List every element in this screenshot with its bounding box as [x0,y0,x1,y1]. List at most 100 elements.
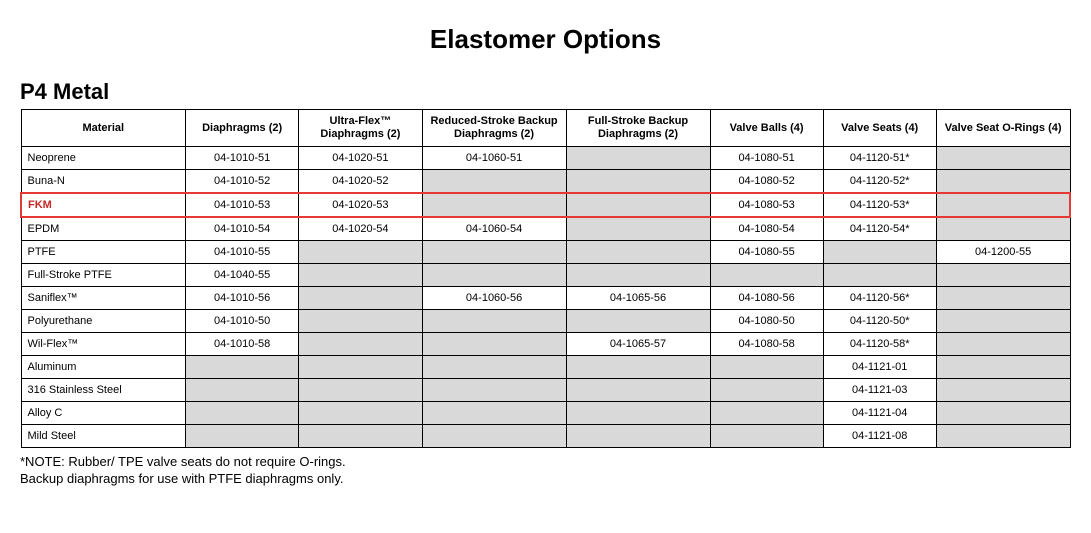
table-cell [422,241,566,264]
table-cell [566,193,710,217]
table-header-cell: Full-Stroke Backup Diaphragms (2) [566,110,710,147]
table-cell [566,147,710,170]
table-cell: 04-1121-08 [823,425,936,448]
table-cell: 04-1060-51 [422,147,566,170]
table-cell [422,193,566,217]
table-cell [936,170,1070,194]
table-cell [936,217,1070,241]
table-cell: 04-1010-56 [186,287,299,310]
table-cell [710,425,823,448]
material-cell: FKM [21,193,186,217]
table-cell [936,287,1070,310]
table-cell [566,264,710,287]
note-line: Backup diaphragms for use with PTFE diap… [20,471,1071,488]
table-header-row: MaterialDiaphragms (2)Ultra-Flex™ Diaphr… [21,110,1070,147]
table-cell [299,425,422,448]
page: Elastomer Options P4 Metal MaterialDiaph… [0,0,1091,498]
material-cell: Wil-Flex™ [21,333,186,356]
table-cell [299,241,422,264]
table-cell: 04-1120-54* [823,217,936,241]
table-cell [936,147,1070,170]
table-cell: 04-1121-04 [823,402,936,425]
table-cell [936,310,1070,333]
table-cell: 04-1065-57 [566,333,710,356]
material-cell: EPDM [21,217,186,241]
table-cell [422,264,566,287]
table-cell [566,379,710,402]
table-cell: 04-1080-51 [710,147,823,170]
table-cell [710,402,823,425]
table-cell [186,356,299,379]
table-row: Buna-N04-1010-5204-1020-5204-1080-5204-1… [21,170,1070,194]
material-cell: Aluminum [21,356,186,379]
table-row: Wil-Flex™04-1010-5804-1065-5704-1080-580… [21,333,1070,356]
table-header-cell: Material [21,110,186,147]
material-cell: Neoprene [21,147,186,170]
table-cell: 04-1080-53 [710,193,823,217]
table-row: 316 Stainless Steel04-1121-03 [21,379,1070,402]
table-cell [936,425,1070,448]
table-cell [299,287,422,310]
table-cell: 04-1080-58 [710,333,823,356]
table-cell [422,310,566,333]
table-cell [936,379,1070,402]
table-row: EPDM04-1010-5404-1020-5404-1060-5404-108… [21,217,1070,241]
table-cell [936,193,1070,217]
table-cell: 04-1010-55 [186,241,299,264]
table-cell: 04-1120-50* [823,310,936,333]
table-cell [566,170,710,194]
material-cell: Buna-N [21,170,186,194]
material-cell: Mild Steel [21,425,186,448]
table-cell [823,241,936,264]
table-cell: 04-1120-56* [823,287,936,310]
table-header-cell: Valve Seat O-Rings (4) [936,110,1070,147]
table-row: Full-Stroke PTFE04-1040-55 [21,264,1070,287]
table-notes: *NOTE: Rubber/ TPE valve seats do not re… [20,454,1071,488]
table-row: Aluminum 04-1121-01 [21,356,1070,379]
table-cell [299,333,422,356]
table-header-cell: Valve Seats (4) [823,110,936,147]
table-cell [422,333,566,356]
table-cell: 04-1020-51 [299,147,422,170]
table-cell: 04-1080-54 [710,217,823,241]
elastomer-table: MaterialDiaphragms (2)Ultra-Flex™ Diaphr… [20,109,1071,448]
table-cell: 04-1120-53* [823,193,936,217]
table-cell [566,356,710,379]
table-row: Saniflex™04-1010-5604-1060-5604-1065-560… [21,287,1070,310]
table-cell [566,310,710,333]
table-cell [566,425,710,448]
table-cell [936,333,1070,356]
table-cell [422,356,566,379]
table-cell: 04-1010-50 [186,310,299,333]
table-cell [936,402,1070,425]
table-cell: 04-1010-58 [186,333,299,356]
material-cell: PTFE [21,241,186,264]
table-cell: 04-1080-55 [710,241,823,264]
material-cell: Polyurethane [21,310,186,333]
table-cell [566,217,710,241]
section-subtitle: P4 Metal [20,79,1071,105]
table-cell: 04-1080-56 [710,287,823,310]
note-line: *NOTE: Rubber/ TPE valve seats do not re… [20,454,1071,471]
table-cell: 04-1010-51 [186,147,299,170]
table-cell: 04-1121-03 [823,379,936,402]
table-cell [710,264,823,287]
table-cell: 04-1121-01 [823,356,936,379]
table-cell [566,402,710,425]
table-header-cell: Valve Balls (4) [710,110,823,147]
table-header-cell: Diaphragms (2) [186,110,299,147]
page-title: Elastomer Options [20,24,1071,55]
table-row: Neoprene04-1010-5104-1020-5104-1060-51 04… [21,147,1070,170]
table-cell [936,356,1070,379]
table-cell: 04-1020-53 [299,193,422,217]
table-cell [422,170,566,194]
table-cell [422,402,566,425]
table-cell [299,310,422,333]
table-cell: 04-1065-56 [566,287,710,310]
table-cell: 04-1080-50 [710,310,823,333]
table-row: PTFE04-1010-5504-1080-5504-1200-55 [21,241,1070,264]
table-cell [566,241,710,264]
table-cell: 04-1080-52 [710,170,823,194]
table-cell [186,379,299,402]
table-cell: 04-1010-52 [186,170,299,194]
